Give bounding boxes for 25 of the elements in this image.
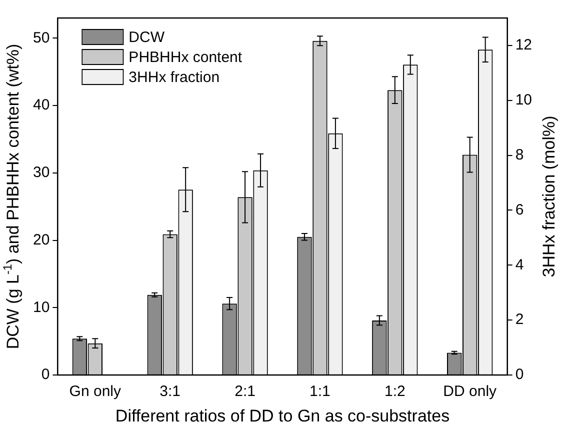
y2-tick-label: 2 <box>515 311 524 328</box>
y-tick-label: 20 <box>32 231 50 248</box>
y2-tick-label: 10 <box>515 92 532 109</box>
x-tick-label: 1:1 <box>310 383 330 400</box>
y2-tick-label: 12 <box>515 36 532 54</box>
x-tick-label: Gn only <box>69 383 122 400</box>
y-tick-label: 10 <box>32 298 50 316</box>
y2-tick-label: 0 <box>515 366 524 384</box>
x-tick-label: 1:2 <box>384 383 406 400</box>
y2-axis-title: 3HHx fraction (mol%) <box>540 116 559 278</box>
y2-tick-label: 8 <box>515 146 524 164</box>
x-tick-label: 2:1 <box>234 383 256 400</box>
x-tick-label: 3:1 <box>160 383 181 400</box>
y-tick-label: 30 <box>32 164 50 182</box>
legend-label: PHBHHx content <box>128 49 243 66</box>
legend-label: DCW <box>128 29 166 46</box>
x-axis-title: Different ratios of DD to Gn as co-substrates <box>115 406 450 426</box>
y2-tick-label: 4 <box>515 256 524 274</box>
legend-label: 3HHx fraction <box>128 69 220 86</box>
x-tick-label: DD only <box>443 383 498 400</box>
y-tick-label: 0 <box>41 366 50 384</box>
y-tick-label: 50 <box>32 29 50 46</box>
y-tick-label: 40 <box>32 96 50 114</box>
y2-tick-label: 6 <box>515 201 524 218</box>
y-axis-title: DCW (g L-1) and PHBHHx content (wt%) <box>0 44 23 350</box>
